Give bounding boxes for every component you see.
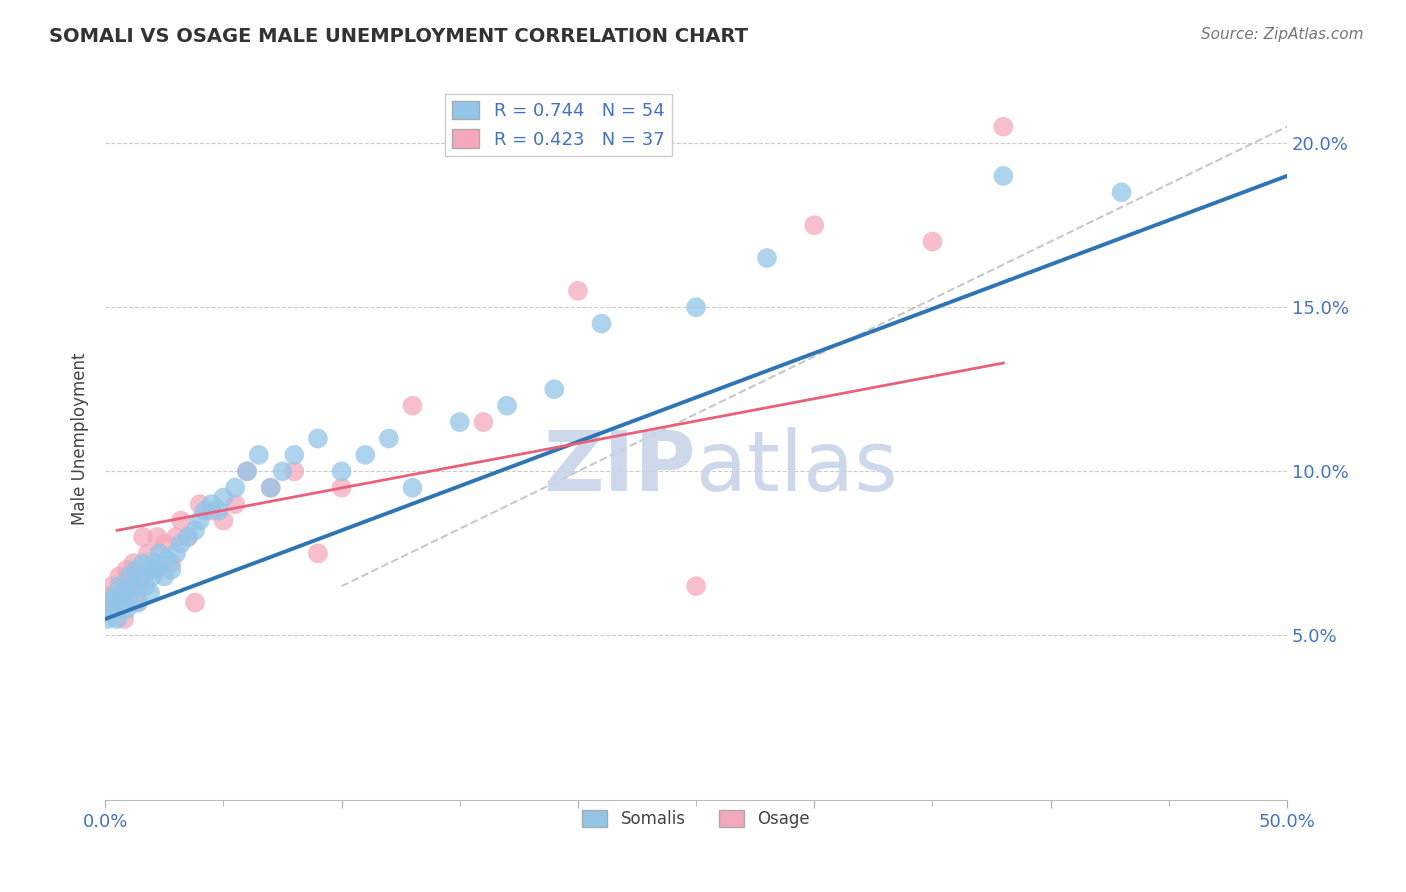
- Point: [260, 481, 283, 495]
- Point: [101, 602, 124, 616]
- Point: [449, 415, 471, 429]
- Point: [108, 579, 131, 593]
- Point: [118, 589, 141, 603]
- Point: [236, 464, 259, 478]
- Point: [141, 563, 163, 577]
- Point: [283, 464, 305, 478]
- Point: [125, 596, 148, 610]
- Point: [803, 218, 825, 232]
- Point: [153, 569, 176, 583]
- Point: [224, 497, 246, 511]
- Point: [236, 464, 259, 478]
- Point: [177, 530, 200, 544]
- Point: [401, 481, 423, 495]
- Point: [108, 569, 131, 583]
- Point: [118, 579, 141, 593]
- Point: [330, 481, 353, 495]
- Point: [993, 120, 1015, 134]
- Point: [115, 602, 138, 616]
- Point: [921, 235, 943, 249]
- Point: [1111, 186, 1133, 200]
- Point: [146, 563, 169, 577]
- Point: [685, 579, 707, 593]
- Point: [354, 448, 377, 462]
- Point: [307, 546, 329, 560]
- Point: [97, 612, 120, 626]
- Point: [165, 546, 187, 560]
- Point: [177, 530, 200, 544]
- Point: [136, 563, 159, 577]
- Point: [156, 553, 179, 567]
- Point: [208, 504, 231, 518]
- Point: [139, 586, 162, 600]
- Point: [134, 579, 156, 593]
- Point: [567, 284, 589, 298]
- Point: [127, 596, 149, 610]
- Point: [212, 491, 235, 505]
- Point: [112, 586, 135, 600]
- Point: [188, 497, 211, 511]
- Point: [129, 569, 152, 583]
- Point: [101, 579, 124, 593]
- Point: [165, 530, 187, 544]
- Point: [141, 569, 163, 583]
- Point: [193, 504, 215, 518]
- Point: [247, 448, 270, 462]
- Point: [685, 300, 707, 314]
- Point: [200, 497, 222, 511]
- Legend: Somalis, Osage: Somalis, Osage: [575, 803, 817, 835]
- Point: [378, 432, 401, 446]
- Point: [260, 481, 283, 495]
- Point: [125, 563, 148, 577]
- Text: Source: ZipAtlas.com: Source: ZipAtlas.com: [1201, 27, 1364, 42]
- Point: [330, 464, 353, 478]
- Point: [283, 448, 305, 462]
- Point: [184, 524, 207, 538]
- Point: [271, 464, 294, 478]
- Point: [111, 596, 134, 610]
- Point: [148, 546, 170, 560]
- Point: [104, 589, 127, 603]
- Point: [136, 546, 159, 560]
- Point: [153, 536, 176, 550]
- Point: [472, 415, 495, 429]
- Text: atlas: atlas: [696, 427, 898, 508]
- Point: [184, 596, 207, 610]
- Point: [132, 530, 155, 544]
- Point: [160, 563, 183, 577]
- Point: [98, 602, 121, 616]
- Point: [170, 536, 193, 550]
- Point: [170, 514, 193, 528]
- Y-axis label: Male Unemployment: Male Unemployment: [72, 352, 89, 524]
- Text: ZIP: ZIP: [544, 427, 696, 508]
- Point: [496, 399, 519, 413]
- Point: [188, 514, 211, 528]
- Point: [98, 596, 121, 610]
- Point: [129, 579, 152, 593]
- Point: [112, 612, 135, 626]
- Point: [105, 596, 128, 610]
- Point: [212, 514, 235, 528]
- Point: [224, 481, 246, 495]
- Point: [146, 530, 169, 544]
- Point: [993, 169, 1015, 183]
- Point: [132, 556, 155, 570]
- Point: [543, 382, 565, 396]
- Point: [756, 251, 779, 265]
- Point: [122, 556, 145, 570]
- Point: [591, 317, 613, 331]
- Point: [105, 612, 128, 626]
- Point: [200, 504, 222, 518]
- Point: [97, 589, 120, 603]
- Point: [401, 399, 423, 413]
- Point: [118, 569, 141, 583]
- Point: [143, 556, 166, 570]
- Point: [122, 579, 145, 593]
- Point: [160, 556, 183, 570]
- Point: [115, 563, 138, 577]
- Text: SOMALI VS OSAGE MALE UNEMPLOYMENT CORRELATION CHART: SOMALI VS OSAGE MALE UNEMPLOYMENT CORREL…: [49, 27, 748, 45]
- Point: [307, 432, 329, 446]
